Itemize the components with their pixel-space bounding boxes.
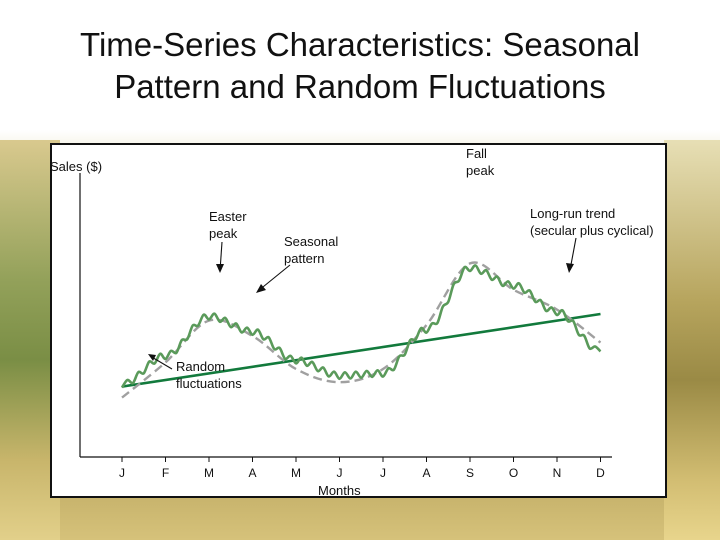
- annotation-long-run-trend-line-1: Long-run trend: [530, 206, 615, 221]
- x-tick-label: D: [596, 466, 605, 480]
- background-grass-right: [664, 140, 720, 540]
- x-tick-label: M: [291, 466, 301, 480]
- annotation-long-run-trend-line-2: (secular plus cyclical): [530, 223, 654, 238]
- annotation-fall-peak-line-1: Fall: [466, 146, 487, 161]
- x-tick-label: J: [119, 466, 125, 480]
- annotation-seasonal-pattern: Seasonal pattern: [256, 234, 338, 293]
- series-group: [120, 261, 602, 399]
- annotation-long-run-trend: Long-run trend (secular plus cyclical): [530, 206, 654, 273]
- x-tick-label: A: [422, 466, 430, 480]
- annotation-random-fluctuations-line-2: fluctuations: [176, 376, 242, 391]
- easter-peak-arrowhead: [216, 264, 224, 273]
- x-tick-label: F: [162, 466, 169, 480]
- x-axis-label: Months: [318, 483, 361, 496]
- seasonal-pattern-arrowhead: [256, 284, 266, 293]
- x-tick-label: J: [337, 466, 343, 480]
- random-fluctuation-line: [120, 264, 602, 389]
- annotation-random-fluctuations-line-1: Random: [176, 359, 225, 374]
- annotation-seasonal-pattern-line-2: pattern: [284, 251, 324, 266]
- annotation-fall-peak: Fall peak: [466, 146, 495, 178]
- annotation-easter-peak-line-2: peak: [209, 226, 238, 241]
- slide-title-line-2: Pattern and Random Fluctuations: [114, 68, 606, 105]
- x-tick-label: A: [248, 466, 256, 480]
- random-fluctuations-arrowhead: [148, 354, 156, 361]
- slide-title: Time-Series Characteristics: Seasonal Pa…: [0, 24, 720, 108]
- annotation-seasonal-pattern-line-1: Seasonal: [284, 234, 338, 249]
- long-run-trend-arrowhead: [566, 263, 574, 273]
- y-axis-label: Sales ($): [52, 159, 102, 174]
- slide-title-line-1: Time-Series Characteristics: Seasonal: [80, 26, 640, 63]
- seasonal-pattern-line: [121, 261, 602, 399]
- annotation-random-fluctuations: Random fluctuations: [148, 354, 242, 391]
- x-tick-label: N: [553, 466, 562, 480]
- x-tick-label: M: [204, 466, 214, 480]
- x-tick-label: S: [466, 466, 474, 480]
- x-tick-label: J: [380, 466, 386, 480]
- annotation-easter-peak: Easter peak: [209, 209, 247, 273]
- annotation-fall-peak-line-2: peak: [466, 163, 495, 178]
- x-tick-label: O: [509, 466, 518, 480]
- annotation-easter-peak-line-1: Easter: [209, 209, 247, 224]
- trend-line: [121, 312, 601, 388]
- seasonal-pattern-arrow: [257, 264, 291, 292]
